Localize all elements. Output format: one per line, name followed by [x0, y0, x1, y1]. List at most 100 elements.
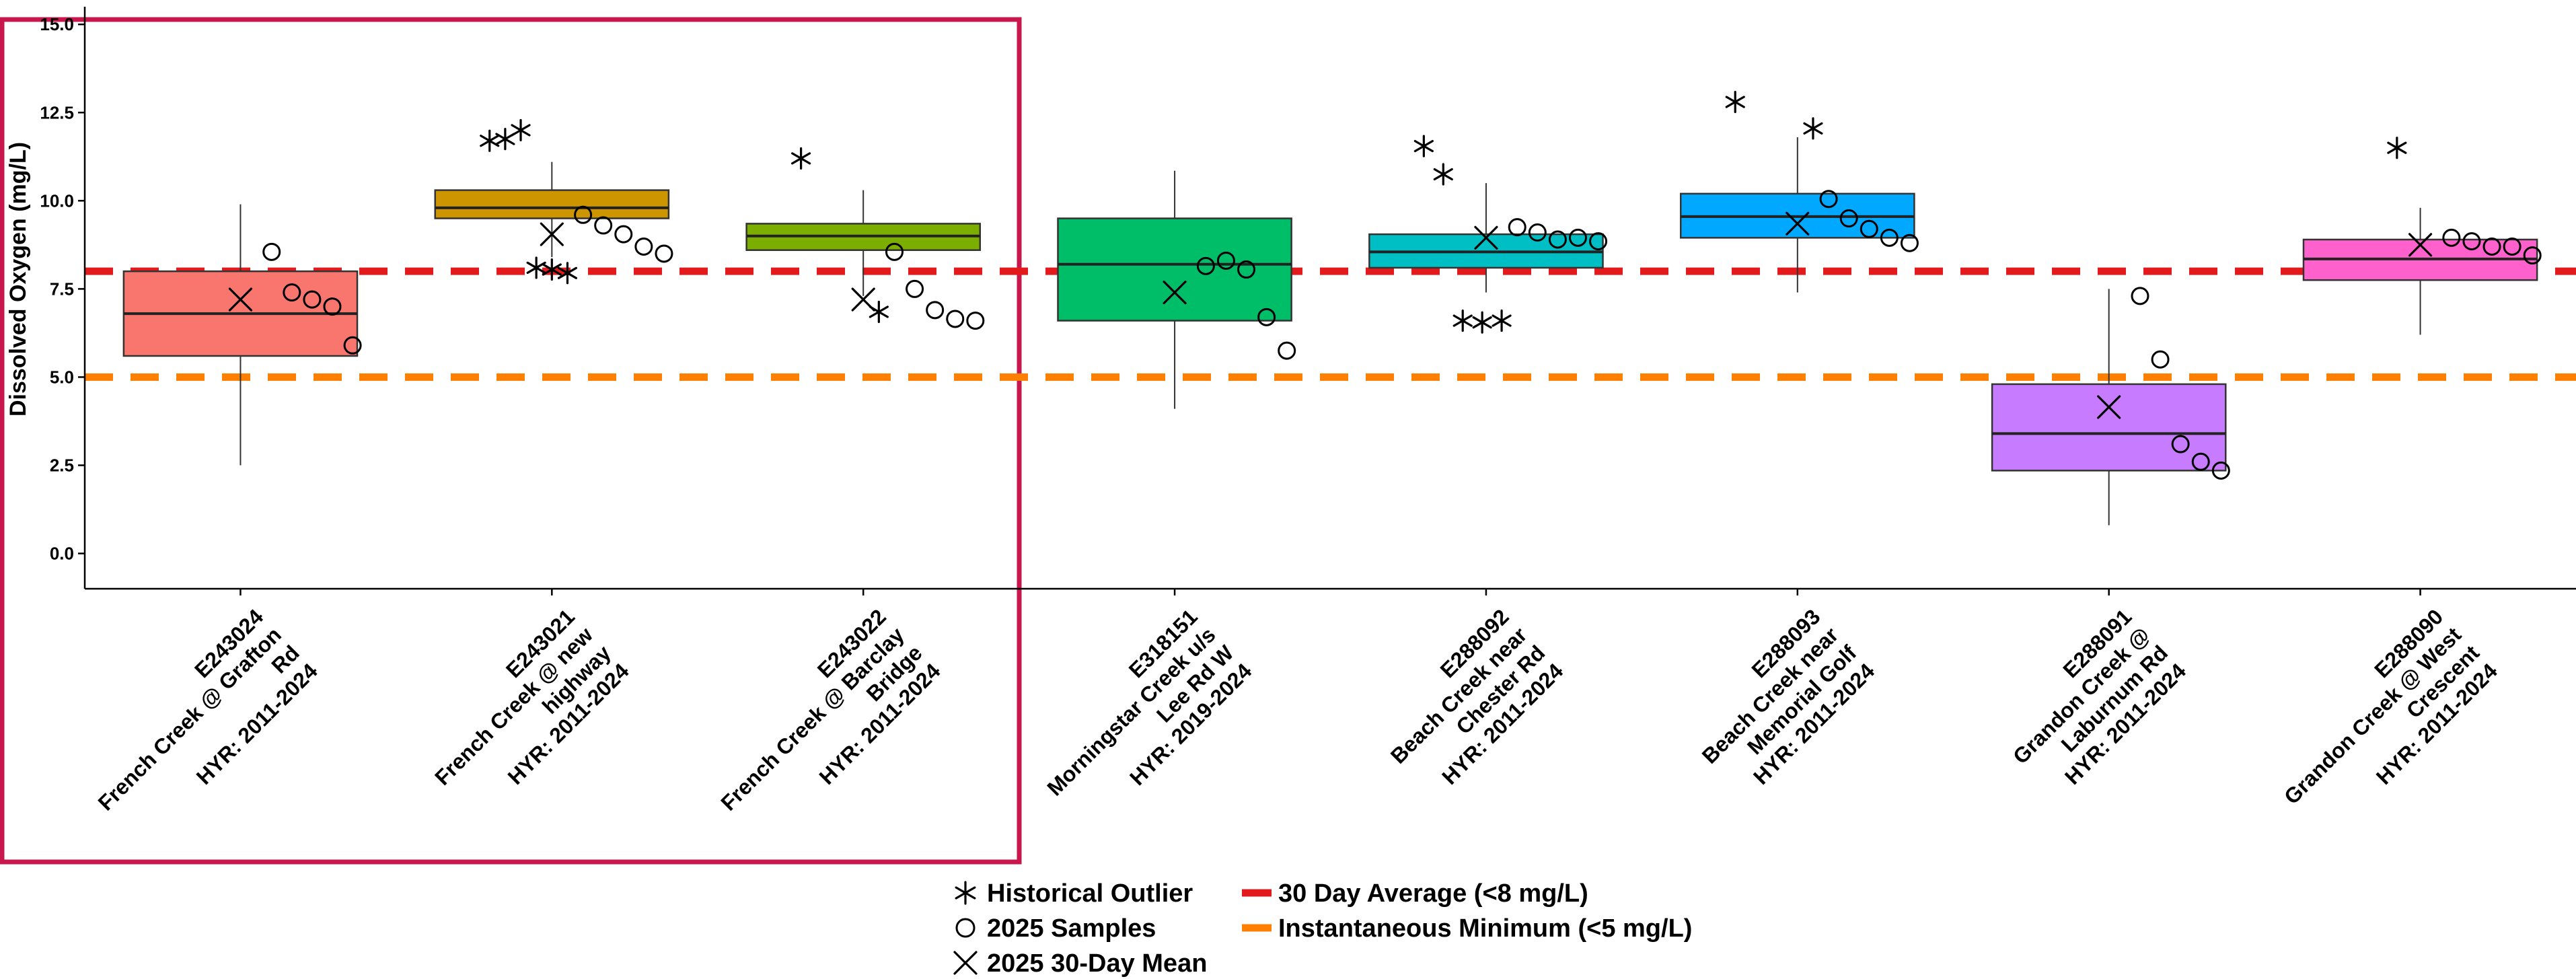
outlier-point	[1725, 90, 1745, 114]
sample-point	[1257, 307, 1276, 326]
sample-point	[2482, 237, 2501, 256]
mean-marker	[851, 287, 875, 312]
legend-label: 2025 Samples	[987, 914, 1156, 943]
legend-item: 2025 30-Day Mean	[953, 949, 1207, 978]
box-group	[745, 190, 982, 296]
sample-point	[1860, 219, 1878, 238]
sample-point	[2442, 228, 2461, 247]
y-tick-label: 2.5	[50, 456, 74, 476]
sample-point	[594, 216, 613, 235]
legend-circle-icon	[955, 918, 976, 938]
sample-point	[1900, 233, 1919, 252]
sample-point	[1568, 228, 1587, 247]
y-tick-label: 12.5	[40, 102, 74, 122]
mean-marker	[228, 287, 253, 312]
sample-point	[966, 312, 985, 330]
box	[434, 189, 670, 219]
y-tick-label: 5.0	[50, 367, 74, 387]
sample-point	[655, 244, 673, 263]
legend-item: 30 Day Average (<8 mg/L)	[1242, 879, 1588, 908]
box-group	[1991, 289, 2227, 525]
mean-marker	[540, 222, 564, 246]
y-tick-label: 10.0	[40, 190, 74, 211]
box-group	[1057, 170, 1292, 409]
mean-marker	[2097, 395, 2121, 419]
category-label: E288091Grandon Creek @Laburnum RdHYR: 20…	[1990, 604, 2191, 805]
sample-point	[2211, 461, 2230, 480]
sample-point	[1819, 190, 1838, 209]
outlier-point	[791, 147, 811, 170]
legend-item: Instantaneous Minimum (<5 mg/L)	[1242, 914, 1692, 943]
outlier-point	[1492, 309, 1512, 332]
mean-marker	[1786, 211, 1810, 236]
outlier-point	[869, 300, 889, 324]
box-group	[122, 204, 359, 466]
sample-point	[1528, 223, 1547, 242]
outlier-point	[1413, 135, 1434, 157]
y-axis-title: Dissolved Oxygen (mg/L)	[5, 142, 31, 416]
sample-point	[1839, 209, 1858, 228]
y-tick-label: 7.5	[50, 279, 74, 299]
category-label: E318151Morningstar Creek u/sLee Rd WHYR:…	[1024, 604, 1257, 837]
category-labels: E243024French Creek @ GraftonRdHYR: 2011…	[75, 589, 2502, 851]
legend-asterisk-icon	[955, 881, 976, 905]
sample-point	[303, 290, 322, 309]
box-group	[2302, 207, 2538, 335]
boxes	[122, 137, 2538, 525]
sample-point	[343, 336, 362, 355]
legend-label: Instantaneous Minimum (<5 mg/L)	[1278, 914, 1692, 943]
legend-item: 2025 Samples	[955, 914, 1156, 943]
sample-point	[906, 279, 924, 298]
outlier-point	[1803, 117, 1823, 140]
highlight-frame	[0, 17, 1022, 865]
legend-label: Historical Outlier	[987, 879, 1193, 908]
box-group	[1679, 137, 1915, 293]
sample-point	[1237, 260, 1256, 279]
category-label: E288093Beach Creek nearMemorial GolfHYR:…	[1679, 604, 1879, 804]
legend-item: Historical Outlier	[955, 879, 1193, 908]
sample-point	[2523, 246, 2542, 265]
legend-cross-icon	[953, 951, 978, 975]
sample-point	[574, 205, 593, 224]
sample-point	[1196, 256, 1215, 275]
outlier-point	[1472, 311, 1492, 334]
sample-point	[1880, 228, 1899, 247]
outlier-point	[511, 118, 531, 142]
category-label: E288092Beach Creek nearChester RdHYR: 20…	[1368, 604, 1568, 804]
legend: Historical Outlier 2025 Samples 2025 30-Da…	[953, 879, 1692, 978]
legend-label: 30 Day Average (<8 mg/L)	[1278, 879, 1588, 908]
sample-point	[2462, 232, 2481, 251]
sample-point	[634, 237, 653, 256]
sample-point	[885, 242, 904, 261]
sample-point	[1548, 230, 1567, 249]
sample-point	[2171, 435, 2190, 454]
legend-label: 2025 30-Day Mean	[987, 949, 1207, 978]
outlier-point	[495, 127, 515, 151]
mean-marker	[1163, 281, 1187, 305]
box-group	[1368, 183, 1604, 293]
mean-marker	[2408, 233, 2433, 257]
category-label: E243024French Creek @ GraftonRdHYR: 2011…	[75, 604, 322, 851]
sample-point	[1508, 218, 1526, 237]
axes: Dissolved Oxygen (mg/L) 0.0 2.5 5.0 7.5 10.0…	[5, 7, 2576, 590]
category-label: E288090Grandon Creek @ WestCrescentHYR: …	[2261, 604, 2502, 845]
sample-point	[614, 225, 633, 244]
y-tick-label: 15.0	[40, 14, 74, 34]
sample-point	[323, 297, 342, 316]
box-group	[434, 161, 670, 258]
data-points	[228, 90, 2542, 480]
sample-point	[1589, 232, 1608, 251]
outlier-point	[2387, 137, 2407, 159]
sample-point	[946, 310, 965, 328]
category-label: E243022French Creek @ BarclayBridgeHYR: …	[698, 604, 945, 851]
reference-lines	[85, 267, 2576, 381]
sample-point	[2191, 452, 2210, 471]
mean-marker	[1474, 225, 1498, 250]
box	[1991, 383, 2227, 472]
sample-point	[1278, 341, 1296, 360]
outlier-point	[1452, 309, 1473, 332]
y-tick-label: 0.0	[50, 544, 74, 564]
category-label: E243021French Creek @ newhighwayHYR: 201…	[412, 604, 633, 826]
sample-point	[2131, 287, 2149, 305]
